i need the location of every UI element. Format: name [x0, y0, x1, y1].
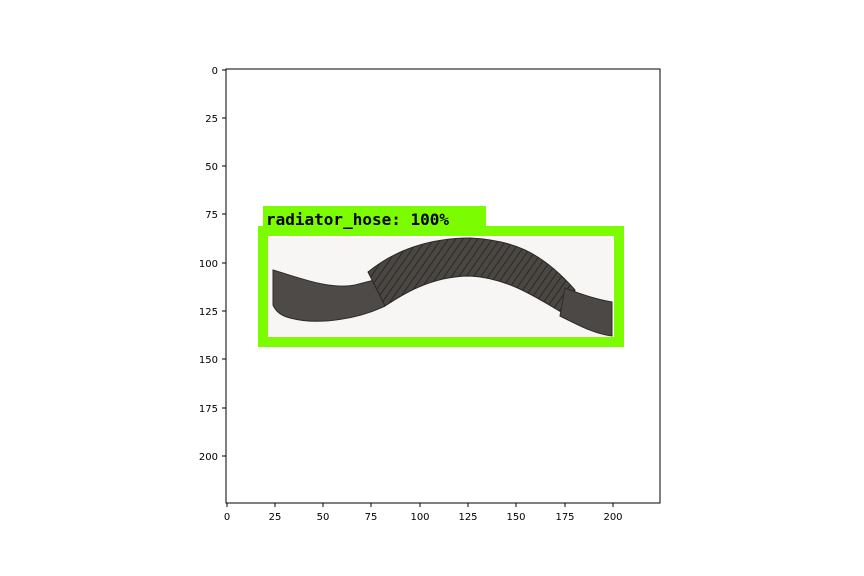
- x-axis: 0 25 50 75 100 125 150 175 200: [224, 503, 623, 523]
- x-tick-label: 200: [603, 512, 622, 523]
- y-tick-label: 0: [212, 66, 218, 77]
- y-tick-label: 50: [205, 162, 218, 173]
- bounding-box-outline: [258, 226, 624, 347]
- axes-frame: [225, 68, 661, 504]
- hose-corrugated-section: [367, 237, 576, 317]
- x-tick-label: 150: [506, 512, 525, 523]
- y-tick-label: 150: [199, 355, 218, 366]
- x-tick-label: 125: [458, 512, 477, 523]
- hose-photo: [268, 237, 613, 337]
- y-tick-label: 25: [205, 114, 218, 125]
- detection-label: radiator_hose: 100%: [266, 210, 449, 229]
- y-tick-label: 175: [199, 404, 218, 415]
- hose-right-end: [559, 287, 613, 337]
- y-axis: 0 25 50 75 100 125 150 175 200: [199, 66, 226, 463]
- detection-bounding-box: radiator_hose: 100%: [258, 206, 624, 347]
- x-tick-label: 50: [317, 512, 330, 523]
- y-tick-label: 200: [199, 452, 218, 463]
- hose-smooth-section: [272, 269, 386, 322]
- detection-label-background: [263, 206, 486, 230]
- x-tick-label: 25: [269, 512, 282, 523]
- y-tick-label: 100: [199, 259, 218, 270]
- x-tick-label: 100: [410, 512, 429, 523]
- y-tick-label: 75: [205, 210, 218, 221]
- x-tick-label: 75: [365, 512, 378, 523]
- x-tick-label: 175: [555, 512, 574, 523]
- y-tick-label: 125: [199, 307, 218, 318]
- x-tick-label: 0: [224, 512, 230, 523]
